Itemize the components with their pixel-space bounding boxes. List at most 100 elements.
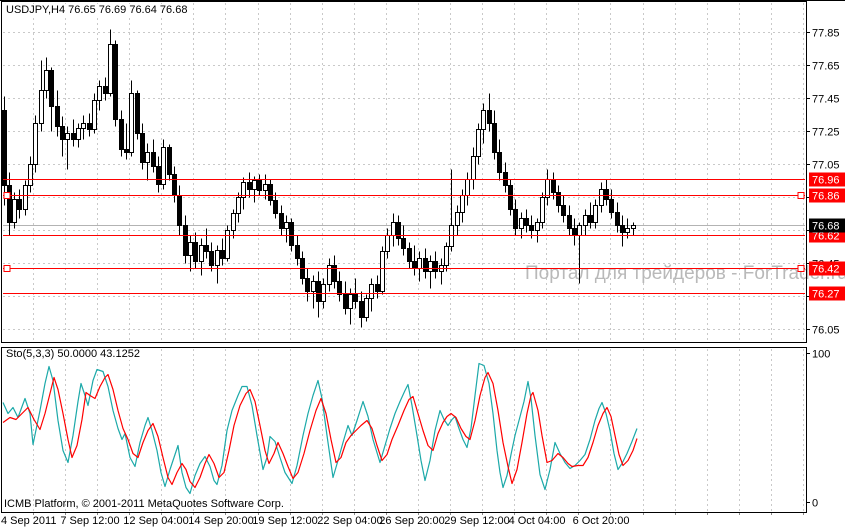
candle: [615, 212, 620, 226]
candle: [348, 294, 353, 309]
price-tick-label: 77.25: [812, 127, 840, 139]
stochastic-panel-border: [1, 347, 807, 513]
candle: [551, 179, 556, 193]
candle: [44, 70, 49, 91]
time-label: 12 Sep 04:00: [123, 515, 189, 527]
candle: [311, 281, 316, 292]
candle: [23, 185, 28, 210]
candle: [257, 180, 262, 191]
price-line-handle[interactable]: [3, 265, 11, 272]
candle: [60, 126, 65, 140]
candle: [28, 164, 33, 186]
candle: [97, 86, 102, 101]
candle: [49, 70, 54, 107]
candle: [353, 294, 358, 302]
candle: [620, 225, 625, 233]
candle: [252, 180, 257, 190]
candle: [332, 265, 337, 282]
candle: [204, 245, 209, 252]
candle: [625, 228, 630, 233]
candle: [396, 222, 401, 239]
bid-price-badge-text: 76.68: [812, 221, 840, 233]
stochastic-indicator-label: Sto(5,3,3) 50.0000 43.1252: [4, 348, 142, 360]
candle: [76, 128, 81, 140]
candle: [343, 294, 348, 309]
candle: [364, 298, 369, 318]
candle: [172, 174, 177, 196]
candle: [577, 225, 582, 236]
candle: [215, 250, 220, 266]
stoch-scale-label: 0: [812, 498, 818, 510]
time-label: 26 Sep 20:00: [379, 515, 445, 527]
price-line-badge: [809, 172, 845, 187]
candle: [316, 281, 321, 302]
candle: [284, 222, 289, 229]
candle: [609, 199, 614, 213]
candle: [236, 197, 241, 214]
candle: [17, 199, 22, 210]
candle: [129, 93, 134, 153]
time-label: 19 Sep 12:00: [252, 515, 318, 527]
platform-copyright: ICMB Platform, © 2001-2011 MetaQuotes So…: [4, 498, 284, 510]
chart-title: USDJPY,H4 76.65 76.69 76.64 76.68: [4, 4, 190, 16]
candle: [465, 179, 470, 196]
time-label: 14 Sep 20:00: [188, 515, 254, 527]
candle: [209, 251, 214, 266]
candle: [460, 195, 465, 213]
candle: [39, 90, 44, 124]
price-line-badge-text: 76.96: [812, 175, 840, 187]
candle: [369, 284, 374, 299]
price-line-badge: [809, 286, 845, 301]
candle: [156, 166, 161, 185]
candle: [513, 209, 518, 229]
candle: [151, 152, 156, 167]
candle: [492, 123, 497, 153]
candle: [380, 251, 385, 292]
candle: [412, 261, 417, 269]
candle: [337, 281, 342, 295]
stoch-k-line: [2, 362, 638, 495]
candle: [535, 222, 540, 231]
price-tick-label: 77.05: [812, 160, 840, 172]
candle: [599, 189, 604, 206]
time-label: 4 Oct 04:00: [508, 515, 566, 527]
candle: [81, 123, 86, 129]
candle: [268, 184, 273, 201]
bid-price-badge: [809, 218, 845, 233]
candle: [2, 110, 7, 186]
price-line-badge-text: 76.86: [812, 191, 840, 203]
candle: [497, 152, 502, 173]
stoch-scale-label: 100: [812, 349, 830, 361]
candle: [263, 184, 268, 191]
candle: [108, 44, 113, 94]
watermark: Портал для трейдеров - ForTrader.ru: [525, 263, 845, 284]
candle: [567, 215, 572, 229]
candle: [455, 212, 460, 226]
candle: [519, 218, 524, 229]
candle: [545, 179, 550, 198]
candle: [119, 119, 124, 150]
time-label: 22 Sep 04:00: [317, 515, 383, 527]
candle: [401, 238, 406, 249]
candle: [487, 110, 492, 124]
candle: [529, 225, 534, 231]
candle: [631, 225, 636, 229]
price-line-handle[interactable]: [797, 192, 805, 199]
price-tick-label: 76.05: [812, 325, 840, 337]
price-line-handle[interactable]: [797, 265, 805, 272]
candle: [295, 245, 300, 259]
price-line-badge-text: 76.42: [812, 264, 840, 276]
candle: [444, 246, 449, 266]
candle: [33, 123, 38, 165]
candle: [593, 205, 598, 223]
candle: [113, 44, 118, 120]
candle: [289, 222, 294, 246]
candle: [561, 205, 566, 216]
candle: [359, 301, 364, 318]
candle: [167, 147, 172, 175]
price-tick-label: 77.45: [812, 94, 840, 106]
price-line-handle[interactable]: [3, 192, 11, 199]
candle: [476, 129, 481, 157]
